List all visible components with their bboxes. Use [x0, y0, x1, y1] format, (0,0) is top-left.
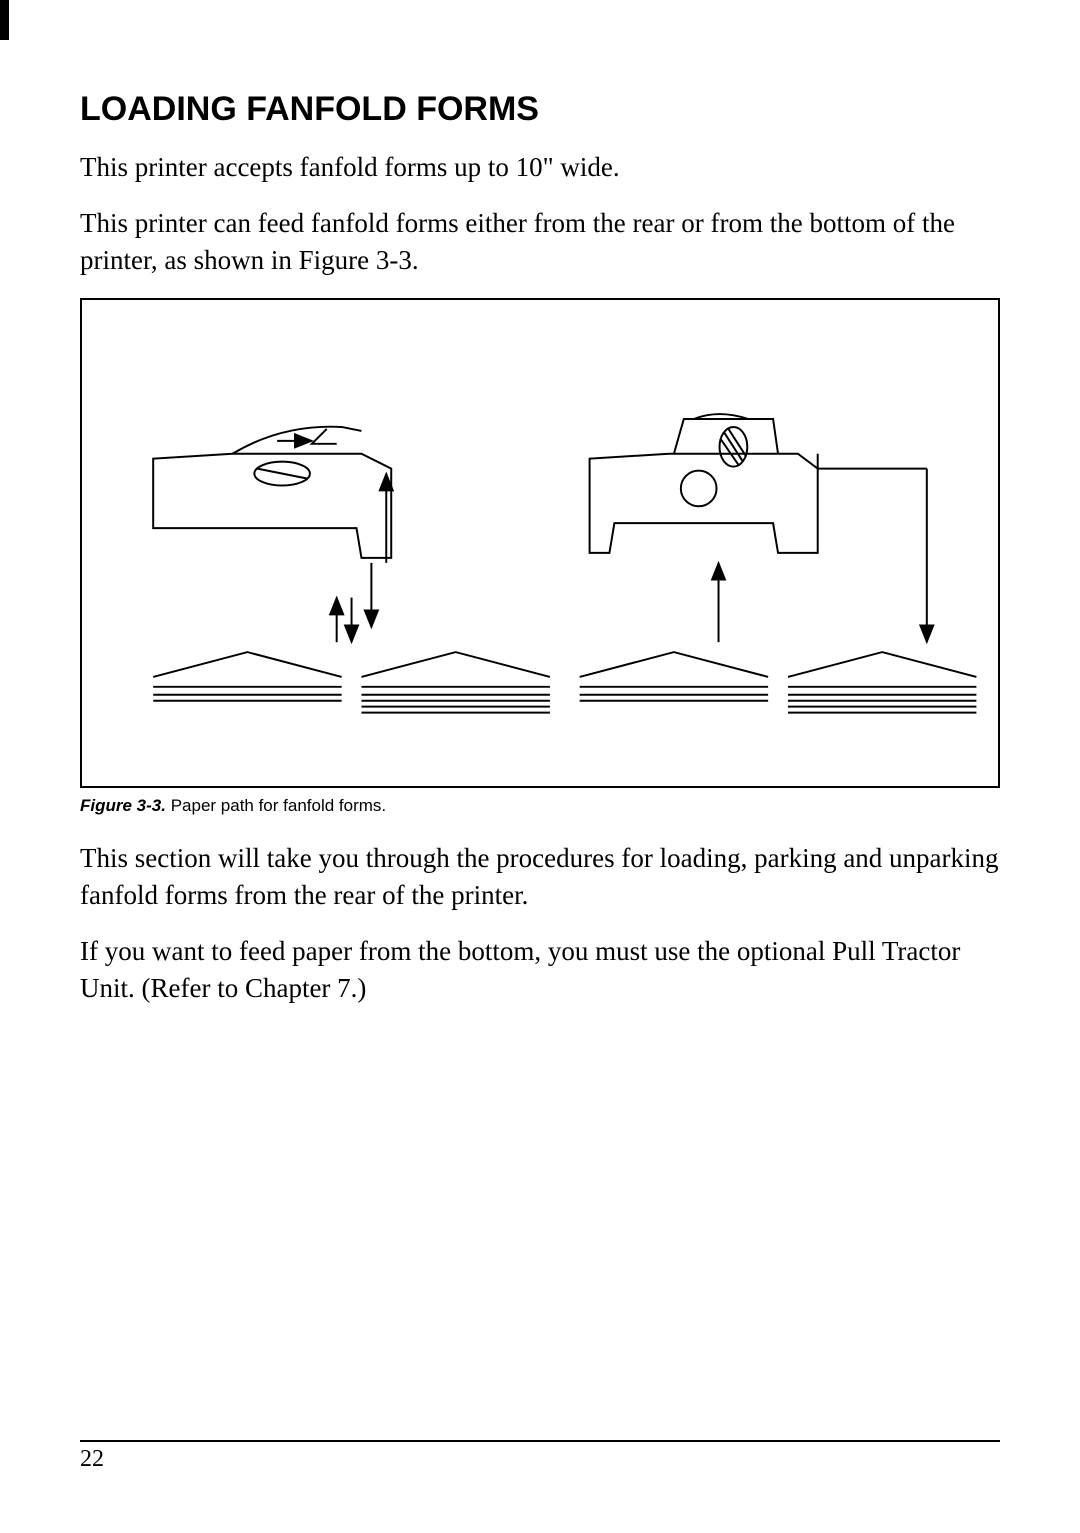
- footer-rule: [80, 1440, 1000, 1442]
- figure-label: Figure 3-3.: [80, 796, 166, 815]
- page-footer: 22: [80, 1440, 1000, 1473]
- page-number: 22: [80, 1446, 1000, 1473]
- page-tab-mark: [0, 0, 9, 40]
- figure-caption-text: Paper path for fanfold forms.: [166, 796, 386, 815]
- paragraph-4: If you want to feed paper from the botto…: [80, 933, 1000, 1006]
- figure-caption: Figure 3-3. Paper path for fanfold forms…: [80, 796, 1000, 816]
- figure-3-3: [80, 298, 1000, 788]
- paper-path-diagram: [82, 300, 998, 786]
- section-heading: LOADING FANFOLD FORMS: [80, 90, 1000, 129]
- paragraph-3: This section will take you through the p…: [80, 840, 1000, 913]
- paragraph-2: This printer can feed fanfold forms eith…: [80, 205, 1000, 278]
- paragraph-1: This printer accepts fanfold forms up to…: [80, 149, 1000, 185]
